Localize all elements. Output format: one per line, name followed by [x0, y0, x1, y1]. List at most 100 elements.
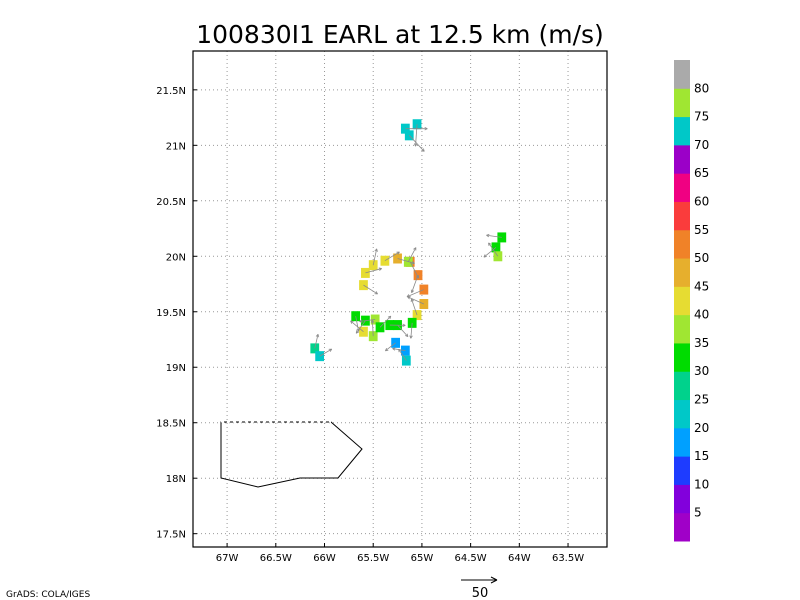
wind-vector-head	[413, 143, 418, 147]
wind-vector-head	[385, 347, 389, 352]
wind-vector	[355, 320, 366, 334]
wind-vector-head	[396, 251, 400, 255]
wind-vectors	[314, 124, 502, 361]
reference-vector: 50	[461, 576, 498, 600]
wind-speed-cell	[400, 345, 410, 356]
y-tick-label: 21N	[166, 141, 186, 152]
wind-vector-head	[410, 289, 415, 293]
y-tick-label: 20N	[166, 252, 186, 263]
colorbar-swatch	[674, 399, 690, 429]
wind-vector-head	[410, 298, 414, 303]
wind-vector-head	[398, 348, 402, 353]
wind-vector-head	[315, 333, 320, 338]
wind-vector	[385, 342, 396, 352]
colorbar-label: 40	[694, 308, 709, 322]
colorbar-label: 30	[694, 364, 709, 378]
wind-vector-head	[486, 233, 490, 238]
wind-vector-head	[374, 291, 378, 295]
wind-vector	[314, 334, 319, 349]
wind-speed-cell	[380, 255, 390, 266]
x-tick-label: 66.5W	[260, 553, 292, 564]
colorbar-label: 45	[694, 279, 709, 293]
wind-vector-head	[359, 319, 363, 323]
colorbar-label: 35	[694, 336, 709, 350]
wind-vector-head	[488, 242, 492, 246]
colorbar-swatch	[674, 258, 690, 287]
grads-credit: GrADS: COLA/IGES	[6, 590, 90, 600]
wind-vector-head	[328, 348, 333, 352]
colorbar-label: 10	[694, 477, 709, 491]
colorbar-label: 55	[694, 223, 709, 237]
y-tick-label: 19.5N	[156, 308, 186, 319]
wind-vector	[407, 296, 425, 305]
wind-speed-cell	[419, 284, 429, 295]
x-tick-label: 64W	[508, 553, 531, 564]
wind-vector-head	[483, 254, 487, 258]
wind-vector	[406, 289, 425, 298]
colorbar-swatch	[674, 314, 690, 344]
wind-vector	[397, 324, 409, 337]
wind-vector-head	[402, 323, 406, 328]
colorbar-swatch	[674, 456, 690, 485]
y-tick-label: 20.5N	[156, 197, 186, 208]
wind-vector	[409, 261, 419, 279]
wind-vector-head	[350, 320, 354, 324]
colorbar-swatch	[674, 144, 690, 174]
wind-vector-head	[409, 335, 413, 339]
wind-vector	[483, 247, 497, 258]
wind-vector-head	[413, 247, 417, 251]
colorbar-label: 20	[694, 421, 709, 435]
wind-vector	[415, 124, 418, 147]
wind-vector-head	[421, 148, 425, 152]
wind-vector	[379, 315, 392, 328]
wind-vector	[486, 234, 502, 238]
wind-vector	[319, 348, 332, 357]
y-axis-tick-labels: 17.5N 18N 18.5N 19N 19.5N 20N 20.5N 21N 21.5N	[156, 86, 186, 541]
coastline	[220, 421, 363, 488]
x-tick-label: 65W	[411, 553, 434, 564]
colorbar-label: 25	[694, 393, 709, 407]
x-tick-label: 66W	[313, 553, 336, 564]
wind-vector-head	[424, 126, 428, 131]
colorbar-swatch	[674, 484, 690, 514]
wind-vector-head	[355, 330, 360, 334]
colorbar-swatch	[674, 229, 690, 259]
colorbar-label: 60	[694, 194, 709, 208]
y-tick-label: 18N	[166, 474, 186, 485]
wind-vector	[359, 319, 376, 322]
colorbar-label: 65	[694, 166, 709, 180]
wind-vector	[407, 247, 417, 263]
wind-vector	[350, 320, 364, 333]
wind-vector	[363, 284, 378, 295]
wind-vector-head	[392, 347, 396, 351]
wind-vector	[488, 242, 499, 257]
colorbar-swatch	[674, 88, 690, 118]
wind-vector	[408, 135, 425, 152]
colorbar-swatch	[674, 286, 690, 316]
wind-vector	[411, 298, 418, 316]
wind-vector	[365, 268, 382, 274]
wind-speed-cell	[412, 119, 422, 130]
wind-speed-cell	[404, 130, 414, 141]
wind-speed-cell	[401, 355, 411, 366]
x-tick-label: 65.5W	[357, 553, 389, 564]
wind-speed-cell	[419, 299, 429, 309]
colorbar-swatch	[674, 201, 690, 231]
colorbar-label: 80	[694, 81, 709, 95]
colorbar-swatch	[674, 342, 690, 372]
colorbar-swatch	[674, 427, 690, 457]
x-tick-label: 64.5W	[455, 553, 487, 564]
colorbar-swatch	[674, 116, 690, 146]
wind-speed-cell	[368, 331, 378, 342]
wind-vector-head	[387, 315, 392, 320]
wind-vector	[371, 320, 374, 337]
wind-vector	[372, 248, 378, 266]
reference-vector-label: 50	[472, 586, 489, 600]
colorbar-label: 75	[694, 110, 709, 124]
wind-vector-head	[404, 333, 409, 337]
island-outline	[220, 421, 363, 488]
colorbar: 5 10 15 20 25 30 35 40 45 50 55 60 65 70 75 80	[674, 60, 709, 542]
chart-title: 100830I1 EARL at 12.5 km (m/s)	[196, 20, 604, 49]
plot-frame	[192, 50, 608, 548]
wind-vector-head	[370, 319, 375, 323]
